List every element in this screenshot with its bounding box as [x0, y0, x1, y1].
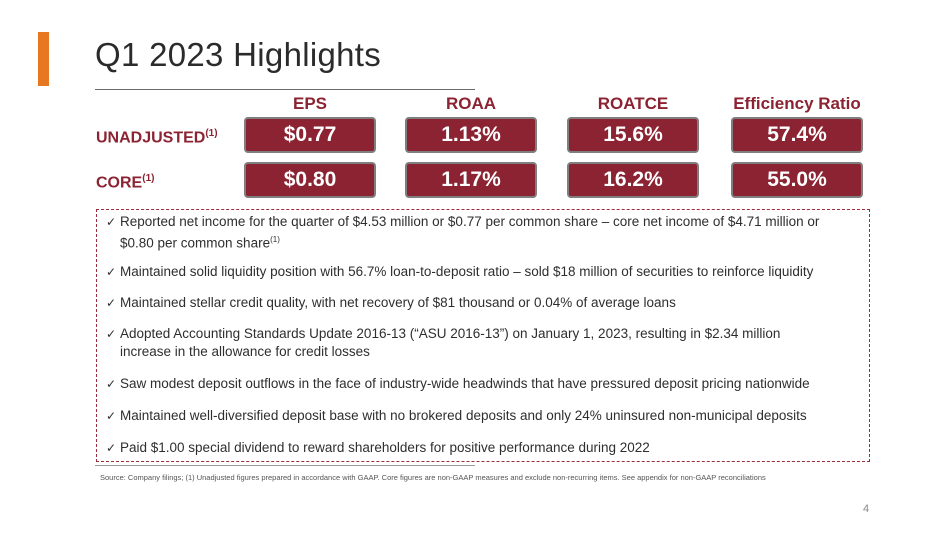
checkmark-icon: ✓ [106, 265, 117, 279]
source-footnote: Source: Company filings; (1) Unadjusted … [100, 473, 766, 482]
checkmark-icon: ✓ [106, 215, 117, 229]
list-item: ✓ Maintained stellar credit quality, with… [106, 295, 676, 310]
list-item: ✓ Reported net income for the quarter of … [106, 214, 820, 251]
list-item: ✓ Maintained well-diversified deposit bas… [106, 408, 807, 423]
title-divider [95, 89, 475, 90]
metric-core-roatce: 16.2% [567, 162, 699, 198]
metric-unadjusted-eps: $0.77 [244, 117, 376, 153]
checkmark-icon: ✓ [106, 377, 117, 391]
row-label-unadjusted: UNADJUSTED(1) [96, 128, 218, 147]
metric-unadjusted-roatce: 15.6% [567, 117, 699, 153]
checkmark-icon: ✓ [106, 327, 117, 341]
checkmark-icon: ✓ [106, 296, 117, 310]
list-item: ✓ Paid $1.00 special dividend to reward s… [106, 440, 650, 455]
footnote-divider [95, 465, 475, 466]
page-number: 4 [863, 503, 870, 515]
column-header-roatce: ROATCE [597, 94, 669, 113]
list-item: ✓ Maintained solid liquidity position wit… [106, 264, 814, 279]
checkmark-icon: ✓ [106, 441, 117, 455]
column-header-efficiency-ratio: Efficiency Ratio [733, 94, 861, 113]
metric-unadjusted-efficiency-ratio: 57.4% [731, 117, 863, 153]
metric-core-roaa: 1.17% [405, 162, 537, 198]
column-header-eps: EPS [292, 94, 328, 113]
metric-core-eps: $0.80 [244, 162, 376, 198]
list-item: ✓ Adopted Accounting Standards Update 201… [106, 326, 781, 359]
page-title: Q1 2023 Highlights [95, 36, 382, 73]
accent-bar [38, 32, 49, 86]
column-header-roaa: ROAA [445, 94, 497, 113]
highlights-box [96, 209, 870, 462]
list-item: ✓ Saw modest deposit outflows in the face… [106, 376, 810, 391]
row-label-core: CORE(1) [96, 173, 155, 192]
metric-core-efficiency-ratio: 55.0% [731, 162, 863, 198]
checkmark-icon: ✓ [106, 409, 117, 423]
metric-unadjusted-roaa: 1.13% [405, 117, 537, 153]
